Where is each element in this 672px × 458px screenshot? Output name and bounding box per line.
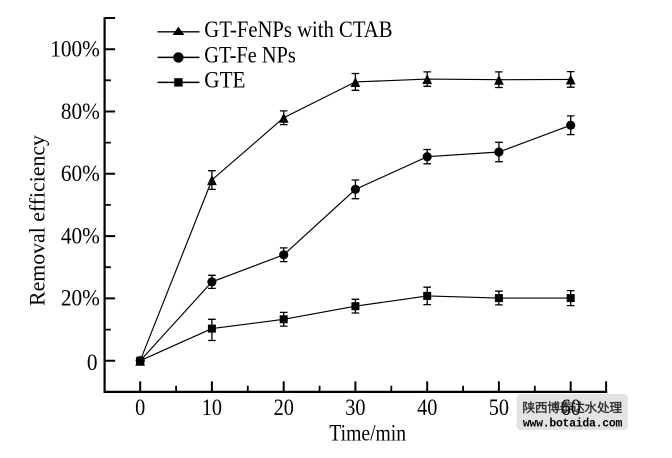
svg-text:0: 0 <box>135 395 145 420</box>
svg-text:20%: 20% <box>61 285 100 311</box>
svg-text:40%: 40% <box>61 223 100 249</box>
svg-text:20: 20 <box>274 395 294 420</box>
svg-text:100%: 100% <box>50 36 100 62</box>
svg-text:0: 0 <box>87 349 98 375</box>
svg-text:GT-FeNPs with CTAB: GT-FeNPs with CTAB <box>204 17 392 42</box>
svg-text:Removal efficiency: Removal efficiency <box>26 135 50 306</box>
svg-text:GTE: GTE <box>204 67 245 93</box>
svg-text:www.botaida.com: www.botaida.com <box>523 418 623 431</box>
svg-text:Time/min: Time/min <box>329 420 406 446</box>
svg-text:40: 40 <box>417 395 437 420</box>
svg-text:80%: 80% <box>61 98 100 124</box>
svg-text:50: 50 <box>489 395 509 420</box>
svg-text:10: 10 <box>202 395 222 420</box>
svg-text:60%: 60% <box>61 160 100 186</box>
svg-text:30: 30 <box>345 395 365 420</box>
svg-text:60: 60 <box>561 395 581 420</box>
svg-text:GT-Fe NPs: GT-Fe NPs <box>204 42 295 67</box>
